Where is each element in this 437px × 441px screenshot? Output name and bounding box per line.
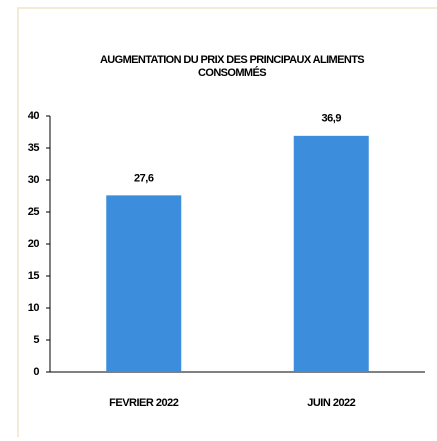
y-tick-label: 40 xyxy=(28,110,40,122)
x-tick-label: FEVRIER 2022 xyxy=(109,397,179,409)
y-tick-label: 15 xyxy=(28,270,40,282)
chart-title: AUGMENTATION DU PRIX DES PRINCIPAUX ALIM… xyxy=(99,54,365,79)
y-tick-label: 30 xyxy=(28,174,40,186)
data-label: 36,9 xyxy=(322,113,342,125)
x-tick-label: JUIN 2022 xyxy=(307,397,355,409)
data-label: 27,6 xyxy=(134,172,154,184)
y-tick-label: 0 xyxy=(33,366,39,378)
bar xyxy=(293,135,369,372)
bar xyxy=(106,195,182,372)
y-tick-label: 35 xyxy=(28,142,40,154)
y-tick-label: 5 xyxy=(33,334,39,346)
y-tick-label: 25 xyxy=(28,206,40,218)
frame xyxy=(17,7,437,437)
y-tick-label: 20 xyxy=(28,238,40,250)
y-tick-label: 10 xyxy=(28,302,40,314)
